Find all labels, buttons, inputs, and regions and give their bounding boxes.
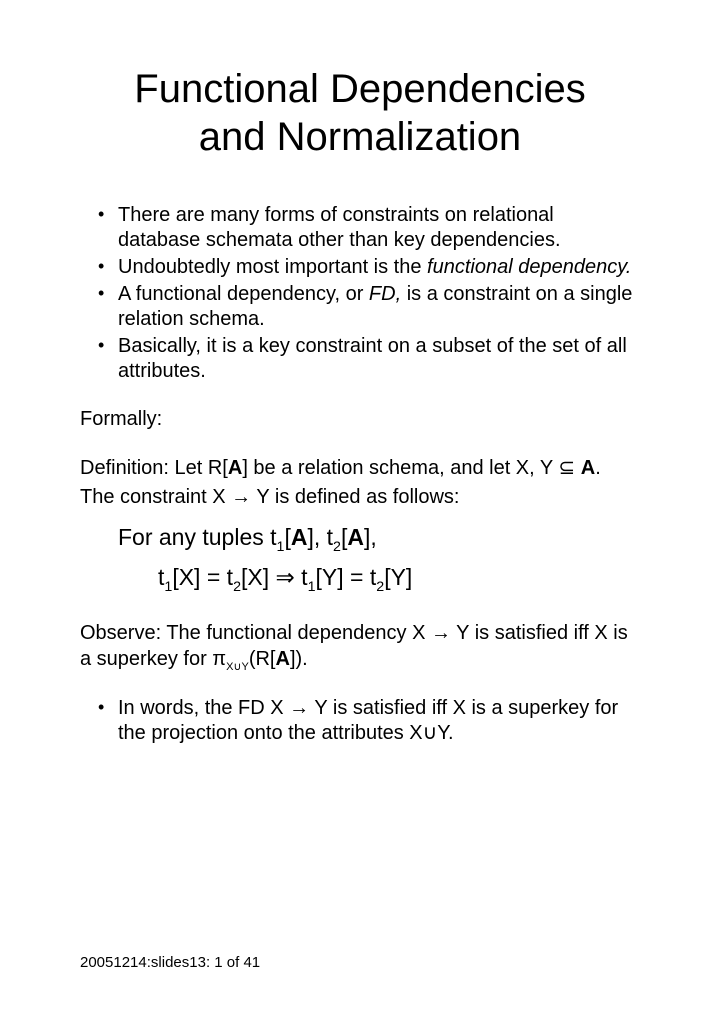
closing-bullets: In words, the FD X → Y is satisfied iff … — [80, 696, 640, 746]
bullet-text: A functional dependency, or — [118, 283, 369, 305]
implication-line: t1[X] = t2[X] ⇒ t1[Y] = t2[Y] — [80, 560, 640, 598]
subscript: 2 — [333, 539, 341, 555]
math-text: For any tuples t — [118, 524, 277, 550]
title-line1: Functional Dependencies — [134, 67, 585, 111]
observe-text: ]). — [290, 648, 308, 670]
bold-A: A — [276, 648, 290, 670]
observe-text: (R[ — [249, 648, 276, 670]
math-text: [Y] = t — [316, 564, 377, 590]
formally-label: Formally: — [80, 406, 640, 432]
bullet-item: Undoubtedly most important is the functi… — [80, 255, 640, 280]
bold-A: A — [581, 457, 595, 479]
slide-footer: 20051214:slides13: 1 of 41 — [80, 954, 260, 971]
subscript: 2 — [376, 579, 384, 595]
observe-text: Observe: The functional dependency X → Y… — [80, 622, 628, 670]
bold-A: A — [347, 524, 364, 550]
def-text: Definition: Let R[ — [80, 457, 228, 479]
definition-block: Definition: Let R[A] be a relation schem… — [80, 454, 640, 512]
bullet-italic: FD, — [369, 283, 401, 305]
math-text: [Y] — [384, 564, 412, 590]
math-text: [X] = t — [172, 564, 233, 590]
subscript: 2 — [233, 579, 241, 595]
bullet-text: Undoubtedly most important is the — [118, 256, 427, 278]
tuple-line: For any tuples t1[A], t2[A], — [80, 520, 640, 558]
bullet-text: Basically, it is a key constraint on a s… — [118, 335, 627, 382]
math-text: ], — [364, 524, 377, 550]
observe-block: Observe: The functional dependency X → Y… — [80, 620, 640, 674]
math-text: ], t — [307, 524, 333, 550]
math-text: [X] ⇒ t — [241, 564, 308, 590]
bullet-text: There are many forms of constraints on r… — [118, 204, 561, 251]
subscript: X∪Y — [226, 661, 249, 673]
bullet-item: In words, the FD X → Y is satisfied iff … — [80, 696, 640, 746]
intro-bullets: There are many forms of constraints on r… — [80, 203, 640, 384]
page-title: Functional Dependencies and Normalizatio… — [80, 65, 640, 161]
subscript: 1 — [164, 579, 172, 595]
bullet-item: A functional dependency, or FD, is a con… — [80, 282, 640, 332]
bullet-item: Basically, it is a key constraint on a s… — [80, 334, 640, 384]
title-line2: and Normalization — [199, 115, 521, 159]
subscript: 1 — [277, 539, 285, 555]
bullet-item: There are many forms of constraints on r… — [80, 203, 640, 253]
def-text: ] be a relation schema, and let X, Y ⊆ — [242, 457, 580, 479]
bold-A: A — [228, 457, 242, 479]
subscript: 1 — [308, 579, 316, 595]
bullet-italic: functional dependency. — [427, 256, 631, 278]
bullet-text: In words, the FD X → Y is satisfied iff … — [118, 697, 618, 744]
bold-A: A — [291, 524, 308, 550]
